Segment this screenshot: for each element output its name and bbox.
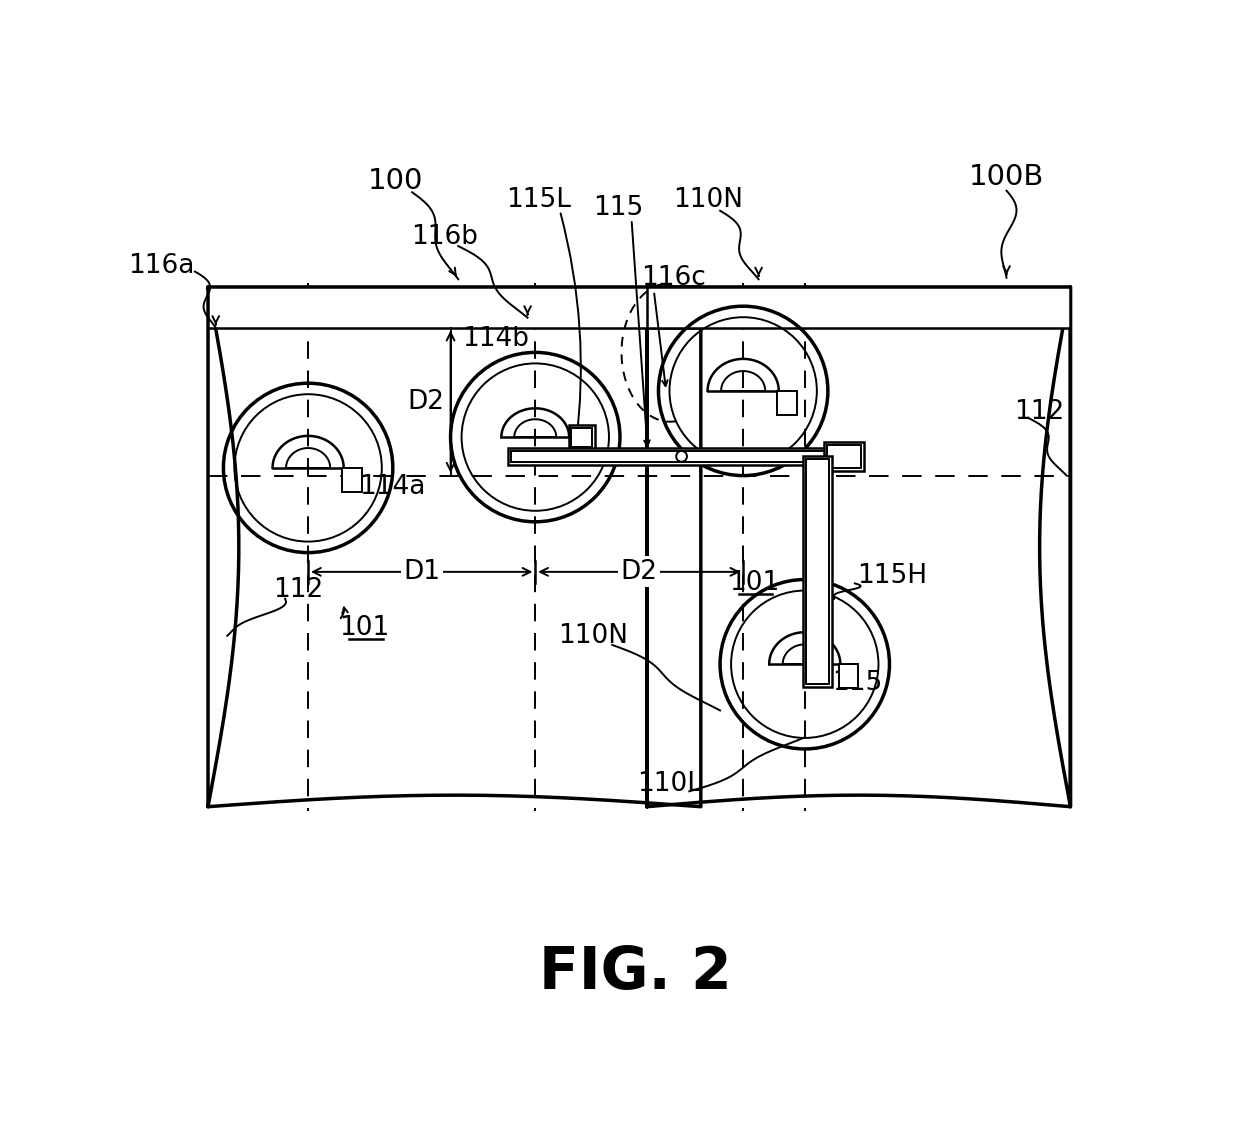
Text: 110N: 110N	[558, 622, 628, 649]
Text: D1: D1	[403, 559, 440, 585]
Text: 115: 115	[593, 195, 643, 221]
Text: 100: 100	[368, 168, 422, 195]
Bar	[828, 445, 861, 467]
Text: 115H: 115H	[857, 563, 927, 588]
Bar	[807, 459, 829, 684]
Text: 116b: 116b	[411, 223, 478, 250]
Bar	[803, 456, 833, 687]
Text: FIG. 2: FIG. 2	[539, 944, 732, 1001]
Bar	[571, 428, 592, 447]
Text: 101: 101	[339, 616, 389, 641]
Text: 110L: 110L	[638, 771, 703, 797]
Bar	[777, 391, 797, 415]
Bar	[647, 287, 1070, 328]
Text: D2: D2	[408, 389, 445, 415]
Text: 100B: 100B	[969, 163, 1044, 190]
Text: 112: 112	[273, 577, 323, 603]
Text: 115: 115	[833, 670, 882, 697]
Bar	[569, 425, 595, 449]
Bar	[208, 287, 701, 328]
Bar	[839, 665, 859, 687]
Text: 112: 112	[1015, 399, 1064, 425]
Text: 116a: 116a	[129, 253, 195, 279]
Text: 110N: 110N	[674, 187, 743, 213]
Bar	[824, 441, 864, 471]
Text: 115L: 115L	[507, 187, 571, 213]
Text: 101: 101	[730, 570, 779, 596]
Text: 116c: 116c	[642, 264, 706, 291]
Text: D2: D2	[621, 559, 658, 585]
Text: 114b: 114b	[462, 326, 529, 352]
Bar	[512, 451, 825, 462]
Bar	[342, 467, 362, 491]
Bar	[508, 448, 828, 465]
Text: 114a: 114a	[359, 474, 426, 500]
